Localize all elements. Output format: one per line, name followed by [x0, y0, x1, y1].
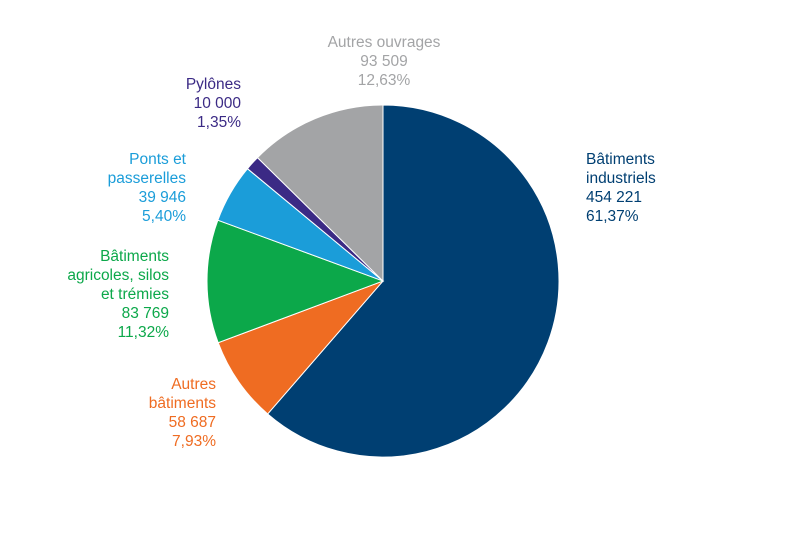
slice-label-value: 58 687 [168, 414, 216, 431]
pie-slice-2 [206, 219, 385, 344]
slice-label-percent: 11,32% [117, 324, 169, 341]
label-autres-ouvrages: Autres ouvrages 93 509 12,63% [300, 33, 468, 90]
slice-label-value: 83 769 [121, 305, 169, 322]
slice-label-percent: 5,40% [142, 208, 186, 225]
slice-label-name-1: Ponts et [129, 151, 186, 168]
label-ponts-passerelles: Ponts et passerelles 39 946 5,40% [108, 150, 186, 226]
slice-label-percent: 61,37% [586, 208, 639, 225]
slice-label-value: 39 946 [138, 189, 186, 206]
label-batiments-agricoles: Bâtiments agricoles, silos et trémies 83… [67, 247, 169, 342]
label-pylones: Pylônes 10 000 1,35% [186, 75, 241, 132]
slice-label-name-2: passerelles [107, 170, 186, 187]
slice-label-value: 10 000 [193, 95, 241, 112]
slice-label-name-1: Autres ouvrages [327, 34, 441, 51]
slice-label-value: 454 221 [586, 189, 643, 206]
slice-label-percent: 12,63% [357, 72, 411, 89]
slice-label-name-2: bâtiments [148, 395, 216, 412]
slice-label-name-3: et trémies [100, 286, 169, 303]
slice-label-name-1: Bâtiments [586, 151, 655, 168]
slice-label-name-2: industriels [586, 170, 656, 187]
label-batiments-industriels: Bâtiments industriels 454 221 61,37% [586, 150, 656, 226]
slice-label-name-1: Bâtiments [100, 248, 169, 265]
slice-label-name-1: Autres [171, 376, 216, 393]
slice-label-percent: 1,35% [197, 114, 241, 131]
slice-label-name-2: agricoles, silos [67, 267, 169, 284]
slice-label-name-1: Pylônes [185, 76, 241, 93]
pie-slice-0 [266, 104, 560, 458]
slice-label-value: 93 509 [360, 53, 408, 70]
pie-slice-5 [256, 104, 384, 283]
slice-label-percent: 7,93% [172, 433, 216, 450]
label-autres-batiments: Autres bâtiments 58 687 7,93% [149, 375, 216, 451]
